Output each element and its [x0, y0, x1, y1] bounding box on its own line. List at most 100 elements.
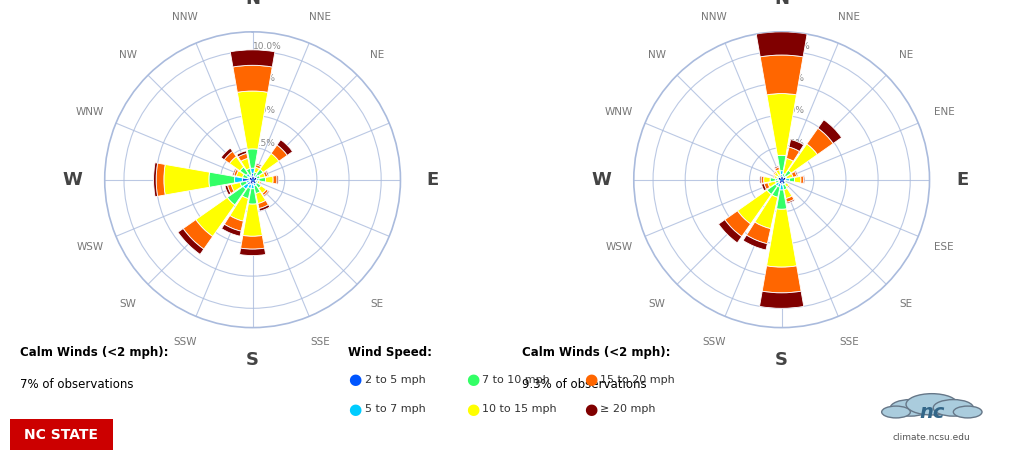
Bar: [780, 175, 782, 180]
Bar: [774, 172, 778, 177]
Bar: [209, 172, 234, 187]
Bar: [760, 176, 762, 183]
Bar: [778, 180, 781, 183]
Text: N: N: [245, 0, 260, 8]
Bar: [250, 175, 252, 177]
Bar: [775, 179, 778, 181]
Bar: [795, 171, 798, 177]
Text: ●: ●: [584, 373, 597, 387]
Bar: [258, 200, 268, 208]
Bar: [256, 169, 263, 176]
Text: 15 to 20 mph: 15 to 20 mph: [600, 375, 675, 385]
Bar: [255, 165, 261, 169]
Bar: [782, 181, 783, 182]
Bar: [259, 182, 261, 185]
Bar: [230, 50, 274, 67]
Bar: [779, 177, 781, 179]
Text: ESE: ESE: [935, 242, 954, 252]
Bar: [263, 172, 267, 177]
Text: 9.3% of observations: 9.3% of observations: [522, 378, 647, 391]
Text: 7 to 10 mph: 7 to 10 mph: [482, 375, 550, 385]
Bar: [780, 177, 781, 179]
Circle shape: [882, 406, 910, 418]
Bar: [224, 216, 244, 231]
Bar: [247, 149, 258, 168]
Bar: [788, 140, 804, 152]
Text: N: N: [774, 0, 790, 8]
Text: W: W: [62, 171, 82, 189]
Bar: [253, 178, 255, 180]
Bar: [780, 171, 783, 175]
Bar: [237, 151, 247, 157]
Bar: [786, 199, 795, 203]
Bar: [221, 224, 241, 236]
Bar: [761, 176, 764, 183]
Bar: [252, 173, 254, 180]
Bar: [255, 174, 258, 177]
Bar: [259, 173, 265, 178]
Bar: [183, 220, 213, 249]
Text: SW: SW: [120, 299, 136, 309]
Bar: [250, 178, 253, 180]
Text: SW: SW: [649, 299, 666, 309]
Bar: [260, 153, 279, 172]
Bar: [263, 191, 269, 197]
Bar: [239, 153, 248, 161]
Bar: [252, 180, 254, 185]
Bar: [256, 163, 261, 167]
Bar: [783, 181, 785, 184]
Bar: [250, 177, 253, 180]
Text: NNE: NNE: [838, 12, 860, 22]
Bar: [725, 211, 751, 237]
Bar: [780, 180, 782, 185]
Bar: [253, 176, 255, 177]
Bar: [768, 181, 776, 187]
Bar: [783, 158, 794, 174]
Bar: [774, 166, 779, 169]
Bar: [781, 179, 783, 180]
Bar: [259, 205, 269, 211]
Text: ●: ●: [584, 402, 597, 417]
Bar: [248, 180, 253, 185]
Text: nc: nc: [920, 403, 944, 422]
Bar: [780, 180, 781, 181]
Bar: [781, 180, 782, 181]
Bar: [259, 177, 265, 182]
Bar: [229, 157, 244, 171]
Bar: [755, 195, 777, 229]
Bar: [227, 187, 246, 205]
Bar: [243, 178, 253, 182]
Bar: [757, 32, 807, 57]
Bar: [774, 176, 777, 179]
Bar: [248, 184, 252, 188]
Bar: [764, 177, 770, 183]
Bar: [276, 175, 279, 184]
Bar: [232, 65, 272, 92]
Bar: [221, 148, 232, 160]
Bar: [786, 185, 791, 188]
Bar: [785, 178, 790, 181]
Bar: [256, 176, 260, 179]
Bar: [780, 179, 781, 180]
Circle shape: [890, 399, 931, 416]
Text: Calm Winds (<2 mph):: Calm Winds (<2 mph):: [20, 346, 169, 359]
Bar: [248, 177, 251, 179]
Bar: [247, 168, 252, 175]
Text: NC STATE: NC STATE: [25, 428, 98, 441]
Bar: [782, 173, 785, 177]
Text: Wind Speed:: Wind Speed:: [348, 346, 432, 359]
Bar: [784, 170, 792, 177]
Bar: [803, 176, 805, 184]
Bar: [762, 184, 766, 191]
Bar: [254, 185, 260, 193]
Bar: [781, 180, 783, 182]
Bar: [767, 94, 797, 156]
Bar: [254, 180, 255, 181]
Bar: [256, 183, 261, 188]
Bar: [782, 182, 784, 185]
Bar: [253, 177, 256, 180]
Bar: [196, 197, 234, 237]
Bar: [251, 185, 254, 189]
Bar: [790, 177, 795, 182]
Bar: [780, 185, 783, 190]
